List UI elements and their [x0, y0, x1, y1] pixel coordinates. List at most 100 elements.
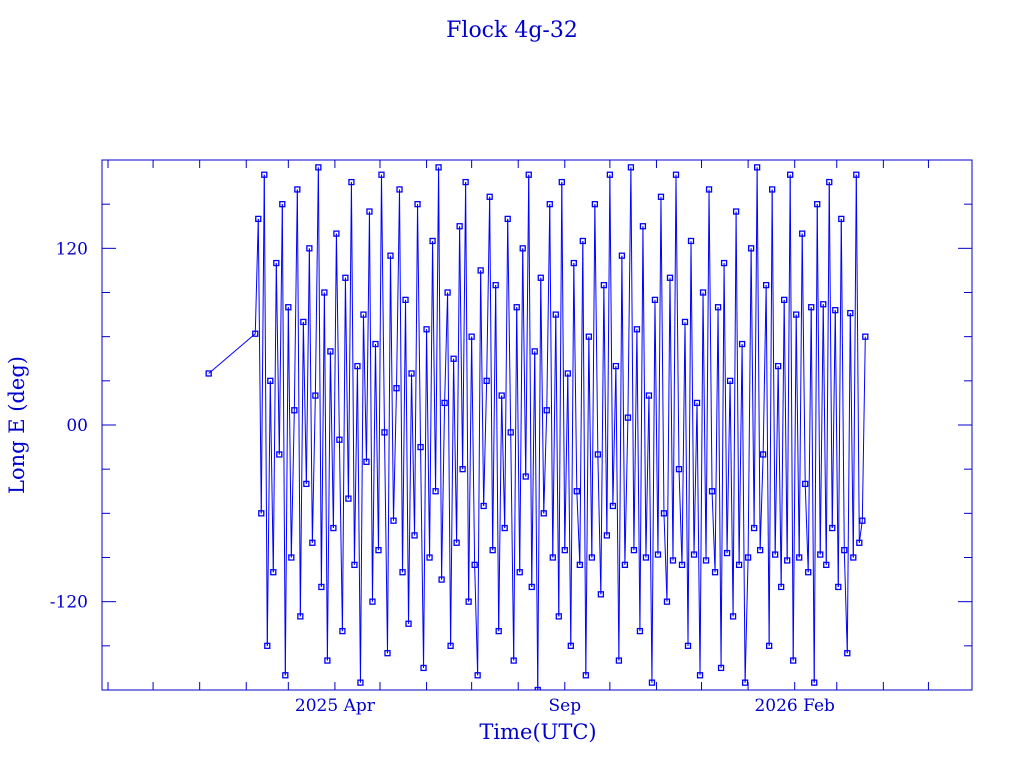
data-point [507, 429, 514, 436]
series-segment [777, 366, 782, 587]
series-segment [254, 218, 259, 334]
data-point [516, 569, 523, 576]
data-point [309, 539, 316, 546]
data-point [306, 245, 313, 252]
data-point [790, 657, 797, 664]
data-point [756, 546, 764, 554]
series-segment [540, 277, 545, 514]
data-point [342, 274, 349, 281]
data-point [408, 370, 415, 377]
data-point [387, 252, 394, 259]
series-segment [383, 432, 388, 654]
data-point [360, 311, 367, 318]
series-segment [208, 333, 256, 374]
data-point [847, 309, 854, 317]
data-point [672, 171, 680, 178]
data-point [753, 164, 761, 171]
series-segment [771, 189, 776, 555]
series-segment [579, 240, 584, 565]
data-point [273, 259, 280, 267]
series-segment [269, 380, 274, 573]
data-point [486, 193, 493, 200]
data-point [429, 237, 436, 245]
series-segment [666, 277, 671, 602]
series-segment [807, 307, 812, 573]
data-point [606, 171, 614, 178]
series-segment [621, 255, 626, 565]
series-segment [774, 366, 779, 555]
series-segment [371, 344, 376, 602]
data-point [832, 307, 839, 314]
y-tick-label: -120 [50, 593, 88, 613]
series-segment [672, 174, 677, 561]
series-segment [687, 240, 692, 646]
series-segment [299, 321, 304, 617]
series-segment [642, 226, 647, 558]
series-segment [798, 233, 803, 558]
series-segment [293, 189, 298, 411]
data-point [654, 551, 662, 558]
x-tick-label: 2026 Feb [754, 696, 835, 716]
data-point [267, 377, 274, 384]
series-segment [819, 304, 824, 555]
series-segment [311, 395, 316, 543]
series-segment [612, 366, 617, 506]
series-segment [531, 351, 536, 587]
series-segment [399, 189, 404, 573]
series-segment [402, 299, 407, 573]
data-point [603, 532, 611, 539]
series-segment [846, 313, 851, 654]
series-segment [741, 344, 746, 683]
series-segment [426, 329, 431, 558]
series-segment [332, 233, 337, 529]
series-segment [810, 307, 815, 683]
series-segment [675, 174, 680, 470]
data-point [390, 517, 397, 524]
series-segment [726, 380, 731, 554]
series-segment [651, 299, 656, 683]
series-segment [768, 189, 773, 646]
data-point [853, 171, 860, 178]
series-segment [717, 307, 722, 668]
data-point [372, 340, 379, 348]
series-segment [654, 299, 659, 555]
data-point [285, 304, 292, 311]
data-point [600, 281, 608, 289]
data-point [723, 549, 731, 557]
data-point [546, 201, 553, 208]
data-point [330, 524, 337, 532]
series-segment [516, 307, 521, 573]
series-segment [711, 491, 716, 573]
series-segment [624, 417, 629, 565]
data-point [351, 561, 358, 569]
data-point [759, 451, 767, 458]
data-point [841, 546, 848, 554]
series-segment [471, 336, 476, 565]
series-segment [609, 174, 614, 506]
data-point [720, 259, 728, 267]
series-segment [732, 211, 737, 617]
series-segment [855, 174, 860, 543]
data-point [820, 301, 827, 308]
data-point [627, 164, 635, 171]
data-point [615, 657, 623, 664]
data-point [645, 392, 653, 399]
data-point [258, 510, 265, 517]
series-segment [636, 329, 641, 632]
data-point [444, 289, 451, 296]
data-point [297, 613, 304, 620]
data-point [651, 296, 659, 304]
series-segment [453, 358, 458, 543]
data-point [796, 554, 803, 561]
series-segment [456, 226, 461, 543]
series-segment [272, 263, 277, 573]
series-segment [525, 174, 530, 477]
data-point [690, 551, 698, 558]
series-segment [747, 248, 752, 558]
data-point [802, 480, 809, 488]
series-segment [386, 255, 391, 654]
data-point [459, 466, 466, 473]
series-segment [338, 439, 343, 632]
series-segment [365, 211, 370, 462]
data-point [642, 554, 650, 561]
